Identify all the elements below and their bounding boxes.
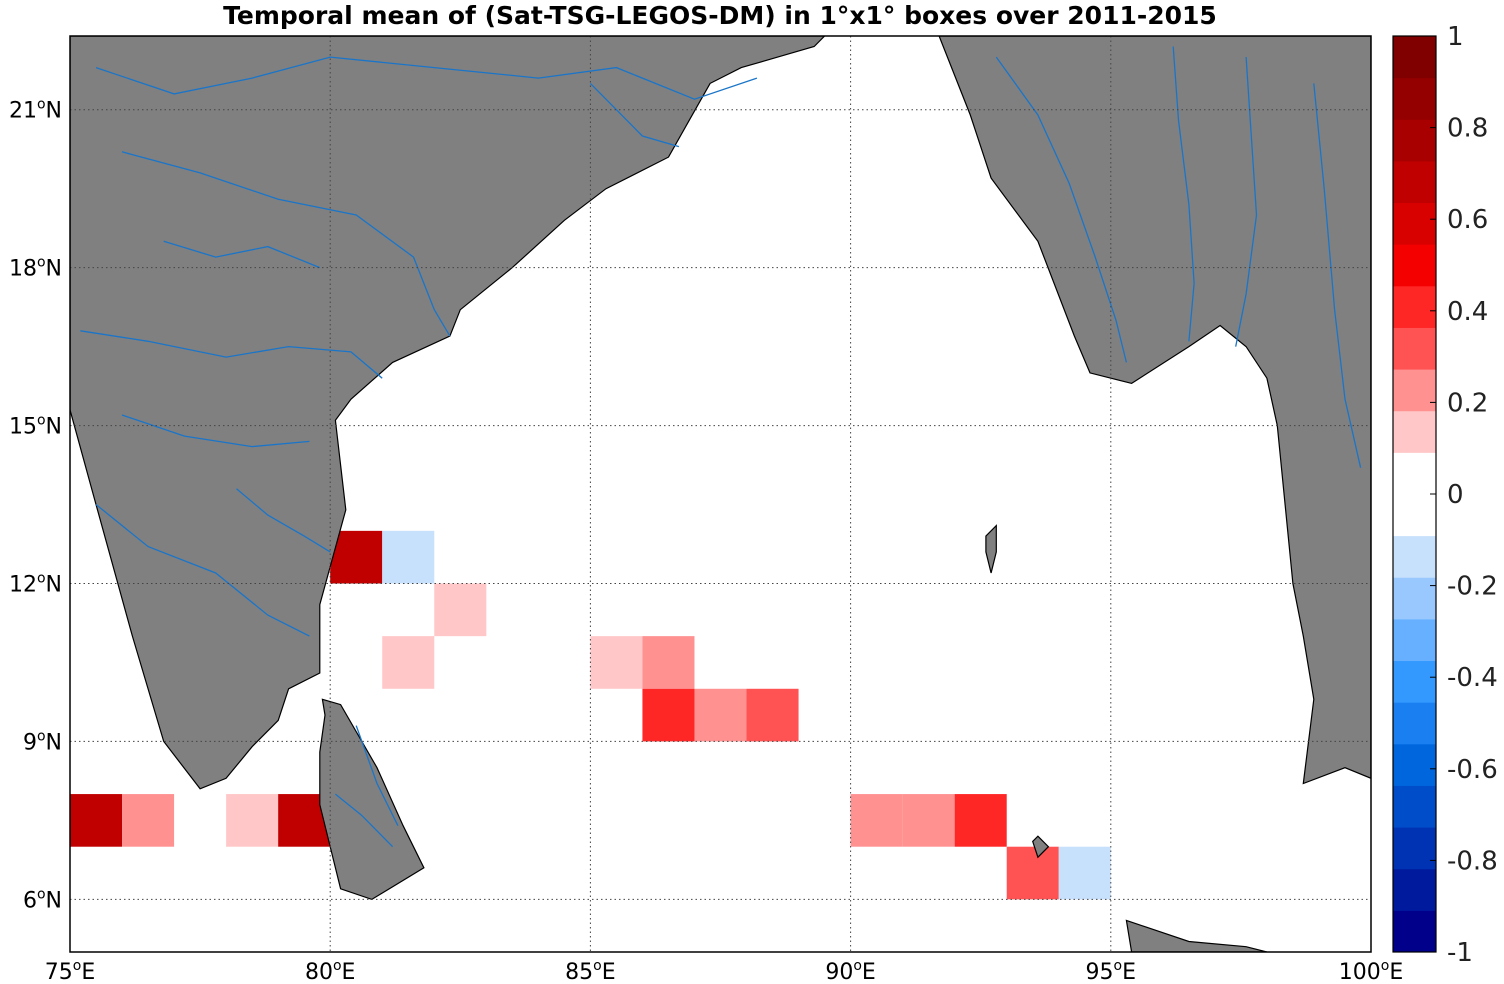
colorbar-tick-label: 0 bbox=[1447, 480, 1464, 510]
river-line bbox=[121, 151, 451, 337]
colorbar-segment bbox=[1393, 785, 1436, 828]
data-cell bbox=[382, 636, 435, 689]
land-polygon bbox=[1032, 835, 1050, 859]
river-line bbox=[121, 414, 310, 448]
colorbar-segment bbox=[1393, 202, 1436, 245]
map-area: 75oE 80oE 85oE 90oE 95oE 100oE 6oN 9oN 12oN 15oN 1… bbox=[9, 35, 1403, 984]
colorbar-segment bbox=[1393, 160, 1436, 204]
y-tick-label: 9oN bbox=[23, 728, 62, 755]
colorbar-tick-label: 0.4 bbox=[1447, 297, 1488, 327]
data-cell bbox=[850, 794, 903, 847]
colorbar-segment bbox=[1393, 36, 1436, 79]
colorbar-tick-label: 0.8 bbox=[1447, 114, 1488, 144]
axis-ticks: 75oE 80oE 85oE 90oE 95oE 100oE 6oN 9oN 12oN 15oN 1… bbox=[9, 97, 1403, 984]
colorbar-segment bbox=[1393, 827, 1436, 870]
data-cell bbox=[122, 794, 175, 847]
colorbar-segment bbox=[1393, 910, 1436, 953]
colorbar-segment bbox=[1393, 868, 1436, 911]
gridlines bbox=[70, 36, 1371, 952]
colorbar-segment bbox=[1393, 702, 1436, 745]
land-polygon bbox=[1125, 919, 1268, 952]
data-cell bbox=[70, 794, 123, 847]
colorbar-tick-label: 1 bbox=[1447, 22, 1464, 52]
data-cell bbox=[954, 794, 1007, 847]
x-tick-label: 85oE bbox=[565, 958, 615, 984]
river-line bbox=[1172, 46, 1195, 342]
map-frame bbox=[69, 35, 1372, 953]
colorbar-tick-label: -0.4 bbox=[1447, 663, 1498, 693]
data-cell bbox=[434, 583, 487, 637]
river-line bbox=[80, 330, 383, 379]
river-line bbox=[95, 56, 758, 100]
data-cell bbox=[382, 530, 435, 584]
y-tick-label: 12oN bbox=[9, 570, 62, 597]
land-polygon bbox=[70, 36, 826, 790]
land-masses bbox=[70, 36, 1371, 952]
colorbar-segment bbox=[1393, 244, 1436, 287]
colorbar-segment bbox=[1393, 618, 1436, 662]
data-cell bbox=[746, 688, 799, 742]
colorbar-tick-label: 0.6 bbox=[1447, 205, 1488, 235]
rivers bbox=[80, 46, 1362, 848]
y-tick-label: 15oN bbox=[9, 413, 62, 440]
data-cell bbox=[694, 688, 747, 742]
colorbar-tick-label: -0.2 bbox=[1447, 572, 1498, 602]
colorbar-tick-label: -0.6 bbox=[1447, 755, 1498, 785]
data-cell bbox=[902, 794, 955, 847]
data-cell bbox=[330, 530, 383, 584]
colorbar-segment bbox=[1393, 577, 1436, 620]
colorbar: 1 0.8 0.6 0.4 0.2 0 -0.2 -0.4 -0.6 -0.8 -1 bbox=[1392, 22, 1498, 968]
colorbar-segment bbox=[1393, 660, 1436, 703]
colorbar-segment bbox=[1393, 410, 1436, 453]
data-cell bbox=[590, 636, 643, 689]
x-tick-label: 95oE bbox=[1086, 958, 1136, 984]
land-polygon bbox=[938, 36, 1371, 785]
y-tick-label: 6oN bbox=[23, 886, 62, 913]
chart-title: Temporal mean of (Sat-TSG-LEGOS-DM) in 1… bbox=[223, 1, 1217, 30]
x-tick-label: 75oE bbox=[45, 958, 95, 984]
data-cell bbox=[642, 636, 695, 689]
x-tick-label: 100oE bbox=[1339, 958, 1403, 984]
river-line bbox=[1313, 83, 1362, 468]
colorbar-segment bbox=[1393, 452, 1436, 495]
colorbar-segment bbox=[1393, 369, 1436, 412]
data-cell bbox=[642, 688, 695, 742]
colorbar-segment bbox=[1393, 535, 1436, 578]
river-line bbox=[95, 503, 310, 637]
colorbar-segment bbox=[1393, 743, 1436, 786]
colorbar-segment bbox=[1393, 327, 1436, 370]
colorbar-tick-label: 0.2 bbox=[1447, 388, 1488, 418]
data-cell bbox=[226, 794, 279, 847]
river-line bbox=[163, 240, 321, 269]
colorbar-segment bbox=[1393, 494, 1436, 537]
river-line bbox=[589, 82, 680, 148]
y-tick-label: 18oN bbox=[9, 255, 62, 282]
colorbar-tick-label: -0.8 bbox=[1447, 846, 1498, 876]
land-polygon bbox=[985, 524, 997, 574]
x-tick-label: 90oE bbox=[825, 958, 875, 984]
data-cells bbox=[70, 530, 1111, 900]
data-cell bbox=[1006, 846, 1059, 900]
colorbar-segment bbox=[1393, 77, 1436, 120]
x-tick-label: 80oE bbox=[305, 958, 355, 984]
river-line bbox=[995, 56, 1128, 363]
river-line bbox=[355, 725, 399, 826]
colorbar-segment bbox=[1393, 285, 1436, 328]
river-line bbox=[236, 488, 331, 553]
river-line bbox=[334, 793, 394, 848]
data-cell bbox=[1058, 846, 1111, 900]
colorbar-segment bbox=[1393, 119, 1436, 162]
colorbar-tick-label: -1 bbox=[1447, 938, 1473, 968]
y-tick-label: 21oN bbox=[9, 97, 62, 124]
